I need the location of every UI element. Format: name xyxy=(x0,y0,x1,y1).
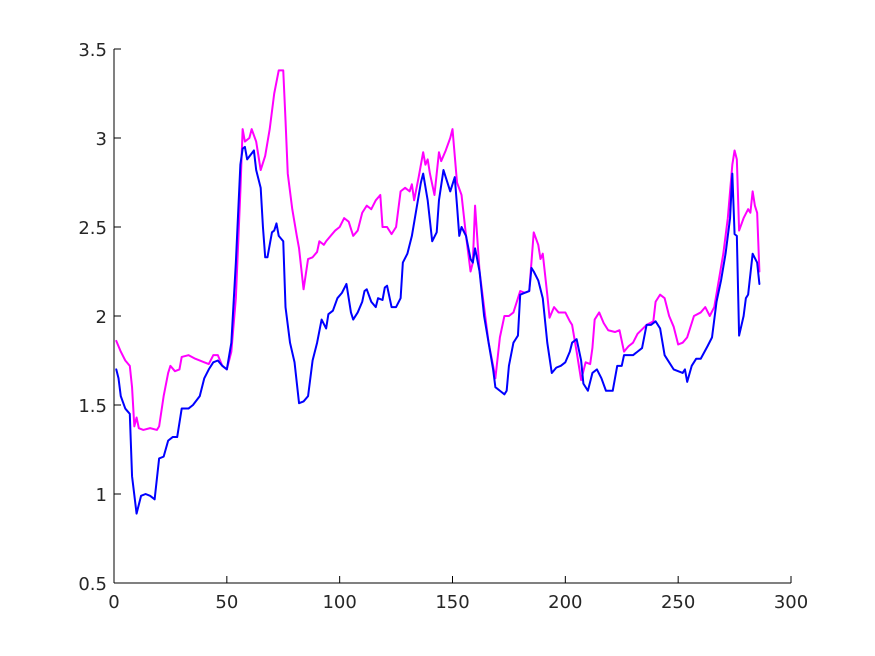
y-tick-label: 3 xyxy=(96,129,107,150)
y-tick-label: 1.5 xyxy=(78,396,107,417)
series-line-1 xyxy=(115,69,761,431)
plot-area xyxy=(115,69,761,515)
x-tick-label: 100 xyxy=(322,592,356,613)
y-tick-label: 2.5 xyxy=(78,218,107,239)
x-tick-label: 150 xyxy=(435,592,469,613)
y-tick-label: 0.5 xyxy=(78,574,107,595)
x-axis-ticks: 0 50 100 150 200 250 300 xyxy=(108,576,808,613)
x-tick-label: 200 xyxy=(548,592,582,613)
y-tick-label: 2 xyxy=(96,307,107,328)
x-tick-label: 0 xyxy=(108,592,119,613)
x-tick-label: 300 xyxy=(774,592,808,613)
y-axis-ticks: 0.5 1 1.5 2 2.5 3 3.5 xyxy=(78,40,121,595)
x-tick-label: 50 xyxy=(215,592,238,613)
series-line-2 xyxy=(115,145,761,515)
y-tick-label: 1 xyxy=(96,485,107,506)
y-tick-label: 3.5 xyxy=(78,40,107,61)
x-tick-label: 250 xyxy=(661,592,695,613)
